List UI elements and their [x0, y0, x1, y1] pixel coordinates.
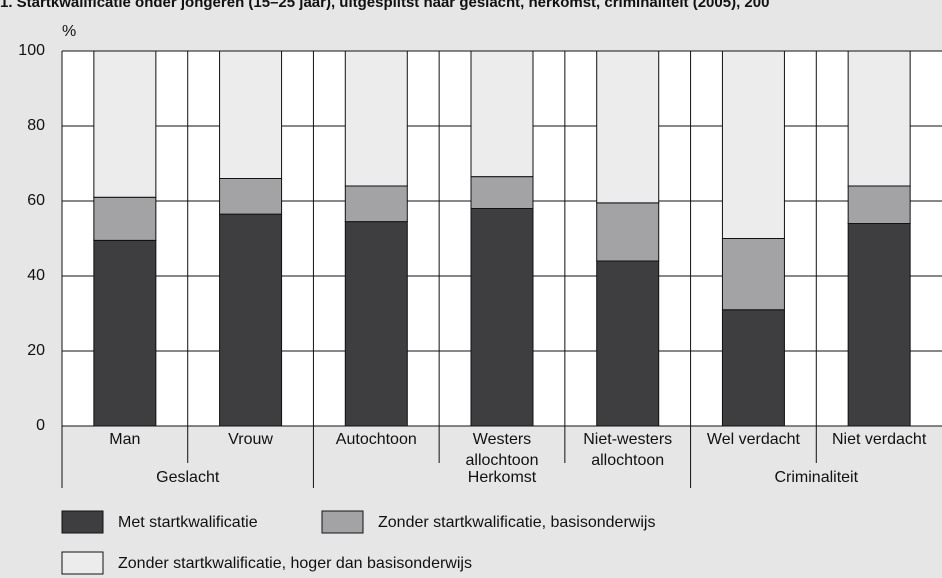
bar-segment [847, 185, 911, 224]
y-tick-label: 100 [18, 42, 45, 59]
bar-segment [93, 239, 157, 427]
x-tick-label: Man [109, 431, 141, 448]
bar-segment [847, 50, 911, 187]
legend-swatch [321, 510, 364, 534]
bar-segment [219, 178, 283, 215]
bar-segment [93, 196, 157, 241]
bar-segment [847, 223, 911, 427]
legend-swatch [61, 510, 104, 534]
y-tick-label: 80 [27, 117, 45, 134]
x-tick-label: Niet-westers allochtoon [583, 431, 673, 469]
bar-segment [344, 221, 408, 427]
group-label: Geslacht [156, 469, 220, 486]
bar-segment [93, 50, 157, 198]
bar-segment [219, 213, 283, 427]
bar-segment [219, 50, 283, 179]
x-tick-label: Wel verdacht [706, 431, 800, 448]
y-tick-label: 60 [27, 192, 45, 209]
bar-segment [721, 50, 785, 239]
bar-segment [721, 238, 785, 311]
bar-segment [596, 260, 660, 427]
y-tick-label: 20 [27, 342, 45, 359]
x-tick-label: Autochtoon [335, 431, 417, 448]
legend-label: Zonder startkwalificatie, hoger dan basi… [118, 555, 472, 572]
bar-segment [470, 208, 534, 427]
legend-swatch [61, 551, 104, 575]
group-label: Criminaliteit [774, 469, 858, 486]
bar-segment [344, 185, 408, 223]
x-tick-label: Vrouw [228, 431, 273, 448]
bar-segment [470, 176, 534, 209]
y-axis-label: % [62, 23, 76, 40]
chart-title: 1. Startkwalificatie onder jongeren (15–… [0, 0, 769, 11]
y-tick-label: 40 [27, 267, 45, 284]
x-tick-label: Westers allochtoon [465, 431, 539, 469]
bar-segment [596, 50, 660, 204]
bar-segment [470, 50, 534, 178]
x-tick-label: Niet verdacht [832, 431, 927, 448]
legend-label: Met startkwalificatie [118, 514, 258, 531]
bar-segment [344, 50, 408, 187]
group-label: Herkomst [468, 469, 537, 486]
y-tick-label: 0 [36, 417, 45, 434]
bar-segment [596, 202, 660, 262]
bar-segment [721, 309, 785, 427]
legend-label: Zonder startkwalificatie, basisonderwijs [378, 514, 655, 531]
